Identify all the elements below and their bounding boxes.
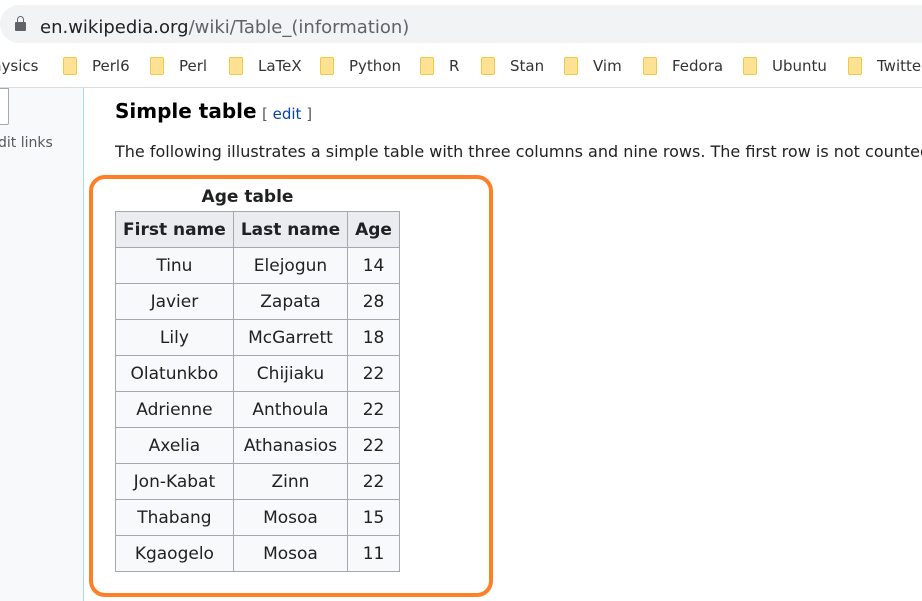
table-cell: 28: [347, 283, 400, 320]
sidebar-box: [0, 88, 9, 125]
table-cell: Mosoa: [232, 535, 349, 572]
bookmark-item[interactable]: R: [420, 56, 459, 76]
folder-icon: [743, 57, 757, 75]
table-cell: Axelia: [115, 427, 234, 464]
bookmark-item[interactable]: Python: [320, 56, 401, 76]
sidebar: dit links: [0, 88, 84, 601]
bookmark-label: Perl: [179, 57, 208, 75]
table-cell: 15: [347, 499, 400, 536]
table-cell: Mosoa: [232, 499, 349, 536]
folder-icon: [564, 57, 578, 75]
table-cell: Zinn: [232, 463, 349, 500]
divider: [0, 87, 922, 88]
bookmark-item[interactable]: hysics: [0, 56, 38, 76]
folder-icon: [848, 57, 862, 75]
column-header: Age: [347, 211, 400, 248]
table-cell: Tinu: [115, 247, 234, 284]
table-cell: Athanasios: [232, 427, 349, 464]
table-cell: Anthoula: [232, 391, 349, 428]
table-cell: 18: [347, 319, 400, 356]
table-cell: 22: [347, 427, 400, 464]
table-row: Tinu Elejogun 14: [115, 247, 400, 284]
table-cell: 22: [347, 391, 400, 428]
address-bar[interactable]: en.wikipedia.org/wiki/Table_(information…: [0, 5, 922, 43]
folder-icon: [481, 57, 495, 75]
table-row: Adrienne Anthoula 22: [115, 391, 400, 428]
lock-icon[interactable]: [15, 16, 26, 31]
table-cell: 22: [347, 355, 400, 392]
table-cell: Jon-Kabat: [115, 463, 234, 500]
table-row: Javier Zapata 28: [115, 283, 400, 320]
folder-icon: [643, 57, 657, 75]
bookmark-label: LaTeX: [258, 57, 302, 75]
highlight-box: [89, 175, 493, 597]
bookmark-label: Perl6: [92, 57, 130, 75]
table-cell: Lily: [115, 319, 234, 356]
edit-link[interactable]: edit: [272, 105, 302, 123]
bookmark-item[interactable]: Ubuntu: [743, 56, 827, 76]
folder-icon: [320, 57, 334, 75]
folder-icon: [229, 57, 243, 75]
bookmark-label: Vim: [593, 57, 622, 75]
table-cell: Olatunkbo: [115, 355, 234, 392]
bookmark-label: Stan: [510, 57, 545, 75]
table-row: Thabang Mosoa 15: [115, 499, 400, 536]
table-cell: Kgaogelo: [115, 535, 234, 572]
table-row: Lily McGarrett 18: [115, 319, 400, 356]
table-row: Olatunkbo Chijiaku 22: [115, 355, 400, 392]
bookmark-label: Twitter: [877, 57, 922, 75]
table-cell: Thabang: [115, 499, 234, 536]
bookmark-label: R: [449, 57, 460, 75]
table-row: Axelia Athanasios 22: [115, 427, 400, 464]
bookmark-item[interactable]: Fedora: [643, 56, 723, 76]
edit-links-link[interactable]: dit links: [0, 135, 53, 151]
table-caption: Age table: [201, 187, 294, 207]
table-row: Kgaogelo Mosoa 11: [115, 535, 400, 572]
table-cell: Chijiaku: [232, 355, 349, 392]
table-cell: 14: [347, 247, 400, 284]
bookmark-label: Ubuntu: [772, 57, 827, 75]
bookmark-label: hysics: [0, 57, 39, 75]
folder-icon: [63, 57, 77, 75]
section-title: Simple table: [115, 99, 257, 123]
bookmark-item[interactable]: Perl6: [63, 56, 130, 76]
age-table: First name Last name Age Tinu Elejogun 14 Javi…: [115, 211, 400, 572]
edit-section: [ edit ]: [262, 105, 313, 123]
bookmark-item[interactable]: LaTeX: [229, 56, 302, 76]
bookmark-label: Fedora: [672, 57, 724, 75]
bookmark-item[interactable]: Stan: [481, 56, 544, 76]
folder-icon: [420, 57, 434, 75]
table-cell: McGarrett: [232, 319, 349, 356]
table-row: Jon-Kabat Zinn 22: [115, 463, 400, 500]
column-header: First name: [115, 211, 234, 248]
bookmark-item[interactable]: Vim: [564, 56, 622, 76]
column-header: Last name: [232, 211, 349, 248]
folder-icon: [150, 57, 164, 75]
table-cell: Javier: [115, 283, 234, 320]
paragraph: The following illustrates a simple table…: [115, 142, 922, 161]
bookmark-label: Python: [349, 57, 401, 75]
bookmark-item[interactable]: Twitter: [848, 56, 922, 76]
table-cell: 11: [347, 535, 400, 572]
url-text[interactable]: en.wikipedia.org/wiki/Table_(information…: [40, 17, 410, 38]
table-cell: 22: [347, 463, 400, 500]
table-cell: Elejogun: [232, 247, 349, 284]
table-cell: Adrienne: [115, 391, 234, 428]
table-cell: Zapata: [232, 283, 349, 320]
bookmark-item[interactable]: Perl: [150, 56, 207, 76]
